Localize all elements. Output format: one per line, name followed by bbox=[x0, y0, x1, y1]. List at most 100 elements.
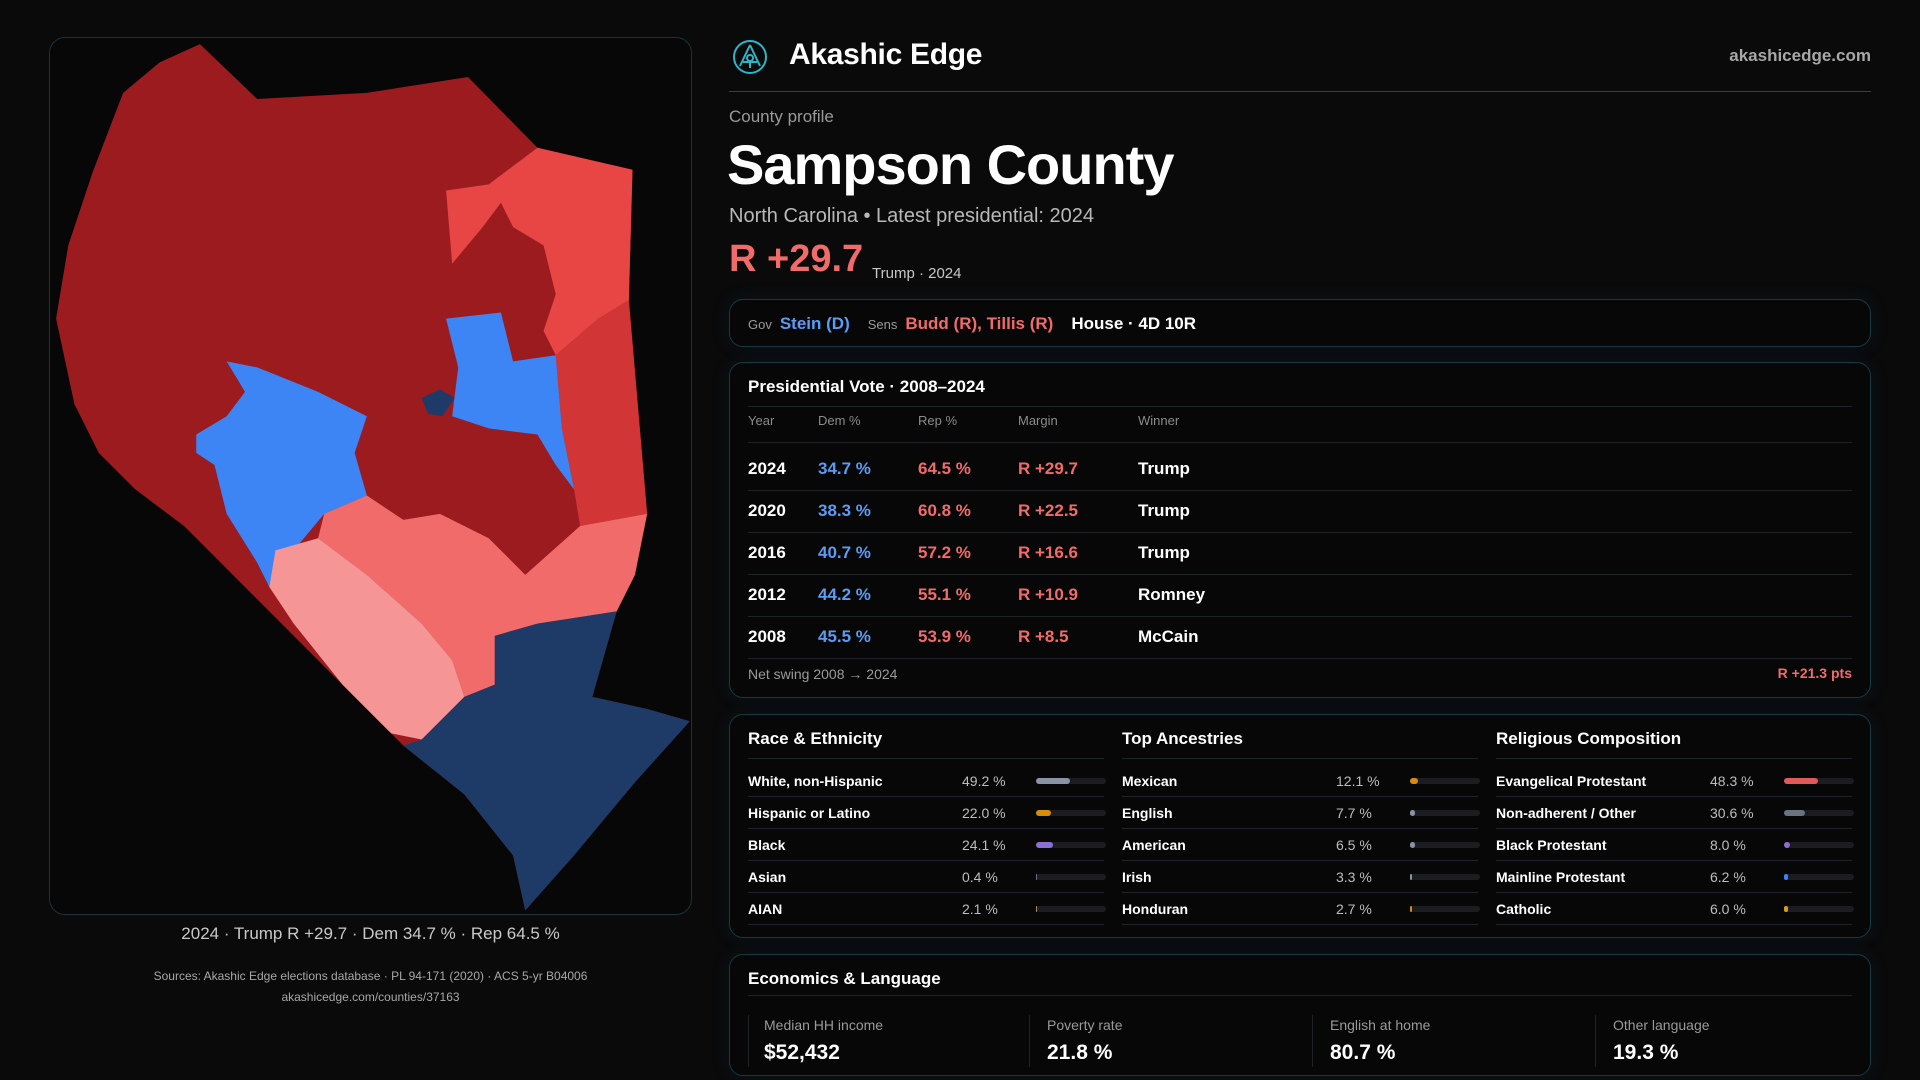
presidential-vote-card: Presidential Vote · 2008–2024 Year Dem % R… bbox=[729, 362, 1871, 698]
precinct-safe-d[interactable] bbox=[403, 611, 690, 911]
row-divider bbox=[1496, 924, 1852, 925]
site-link[interactable]: akashicedge.com bbox=[1729, 46, 1871, 65]
table-row[interactable]: 2008 45.5 % 53.9 % R +8.5 McCain bbox=[730, 617, 1870, 659]
table-row[interactable]: 2024 34.7 % 64.5 % R +29.7 Trump bbox=[730, 449, 1870, 491]
demographic-pct: 6.5 % bbox=[1336, 837, 1372, 853]
row-divider bbox=[1496, 892, 1852, 893]
sources-text: Sources: Akashic Edge elections database… bbox=[153, 969, 588, 983]
demographic-row: Black 24.1 % bbox=[748, 829, 1106, 861]
bar-fill bbox=[1784, 906, 1789, 912]
bar-fill bbox=[1784, 810, 1806, 816]
dem-pct-cell: 34.7 % bbox=[818, 459, 871, 478]
bar-fill bbox=[1410, 842, 1415, 848]
row-divider bbox=[1122, 892, 1478, 893]
demographic-row: Mexican 12.1 % bbox=[1122, 765, 1480, 797]
demographic-label: Evangelical Protestant bbox=[1496, 773, 1647, 789]
precinct-dem-east[interactable] bbox=[446, 312, 575, 490]
rep-pct-cell: 60.8 % bbox=[918, 501, 971, 520]
row-divider bbox=[748, 658, 1852, 659]
demographic-pct: 3.3 % bbox=[1336, 869, 1372, 885]
latest-margin-winner: Trump · 2024 bbox=[872, 265, 962, 282]
margin-cell: R +8.5 bbox=[1018, 627, 1069, 646]
stat-label: English at home bbox=[1330, 1017, 1431, 1033]
rep-pct-cell: 55.1 % bbox=[918, 585, 971, 604]
permalink[interactable]: akashicedge.com/counties/37163 bbox=[281, 990, 460, 1004]
year-cell: 2020 bbox=[748, 501, 786, 520]
winner-cell: McCain bbox=[1138, 627, 1199, 646]
row-divider bbox=[1122, 828, 1478, 829]
bar-fill bbox=[1784, 874, 1789, 880]
row-divider bbox=[748, 574, 1852, 575]
winner-cell: Trump bbox=[1138, 543, 1190, 562]
row-divider bbox=[748, 490, 1852, 491]
bar-track bbox=[1036, 906, 1106, 912]
demographic-label: AIAN bbox=[748, 901, 783, 917]
divider bbox=[748, 406, 1852, 407]
divider bbox=[1122, 758, 1478, 759]
section-title: Religious Composition bbox=[1496, 729, 1682, 748]
demographic-row: Mainline Protestant 6.2 % bbox=[1496, 861, 1854, 893]
demographic-label: Mainline Protestant bbox=[1496, 869, 1626, 885]
demographic-pct: 7.7 % bbox=[1336, 805, 1372, 821]
bar-fill bbox=[1036, 842, 1053, 848]
precinct-lean-r[interactable] bbox=[555, 300, 648, 527]
precinct-likely-r[interactable] bbox=[446, 147, 633, 356]
governor: Stein (D) bbox=[779, 314, 850, 333]
eyebrow: County profile bbox=[729, 107, 834, 126]
year-cell: 2012 bbox=[748, 585, 786, 604]
demographic-pct: 49.2 % bbox=[962, 773, 1006, 789]
demographic-row: Hispanic or Latino 22.0 % bbox=[748, 797, 1106, 829]
demographic-row: White, non-Hispanic 49.2 % bbox=[748, 765, 1106, 797]
bar-fill bbox=[1410, 810, 1416, 816]
precinct-tilt-r[interactable] bbox=[318, 495, 648, 697]
section-title: Top Ancestries bbox=[1122, 729, 1243, 748]
header-divider bbox=[729, 91, 1871, 92]
precinct-toss-r[interactable] bbox=[269, 538, 465, 740]
rep-pct-cell: 57.2 % bbox=[918, 543, 971, 562]
winner-cell: Romney bbox=[1138, 585, 1206, 604]
bar-fill bbox=[1410, 778, 1419, 784]
divider bbox=[1496, 758, 1852, 759]
bar-fill bbox=[1410, 874, 1413, 880]
demographic-row: English 7.7 % bbox=[1122, 797, 1480, 829]
dem-pct-cell: 40.7 % bbox=[818, 543, 871, 562]
bar-fill bbox=[1784, 842, 1790, 848]
senators: Budd (R), Tillis (R) bbox=[905, 314, 1054, 333]
stat-label: Median HH income bbox=[764, 1017, 884, 1033]
bar-track bbox=[1410, 842, 1480, 848]
demographic-pct: 0.4 % bbox=[962, 869, 998, 885]
margin-cell: R +22.5 bbox=[1018, 501, 1079, 520]
page-title: Sampson County bbox=[727, 133, 1174, 196]
demographics-card: Race & Ethnicity White, non-Hispanic 49.2 … bbox=[729, 714, 1871, 938]
bar-track bbox=[1784, 906, 1854, 912]
county-map[interactable] bbox=[49, 37, 692, 915]
divider bbox=[748, 758, 1104, 759]
precinct-dem-west[interactable] bbox=[196, 361, 367, 588]
divider bbox=[748, 995, 1852, 996]
column-header: Dem % bbox=[818, 413, 861, 428]
precinct-small-d[interactable] bbox=[421, 389, 455, 417]
stat-value: 80.7 % bbox=[1330, 1041, 1396, 1064]
row-divider bbox=[748, 860, 1104, 861]
year-cell: 2008 bbox=[748, 627, 786, 646]
bar-fill bbox=[1036, 906, 1038, 912]
bar-fill bbox=[1036, 874, 1038, 880]
column-header: Margin bbox=[1018, 413, 1058, 428]
akashic-logo-icon bbox=[731, 38, 769, 76]
demographic-row: Irish 3.3 % bbox=[1122, 861, 1480, 893]
dem-pct-cell: 44.2 % bbox=[818, 585, 871, 604]
bar-fill bbox=[1784, 778, 1818, 784]
demographic-pct: 8.0 % bbox=[1710, 837, 1746, 853]
demographic-row: Honduran 2.7 % bbox=[1122, 893, 1480, 925]
table-row[interactable]: 2016 40.7 % 57.2 % R +16.6 Trump bbox=[730, 533, 1870, 575]
demographic-pct: 2.1 % bbox=[962, 901, 998, 917]
table-row[interactable]: 2012 44.2 % 55.1 % R +10.9 Romney bbox=[730, 575, 1870, 617]
bar-fill bbox=[1036, 810, 1052, 816]
sources: Sources: Akashic Edge elections database… bbox=[49, 966, 692, 1008]
economics-card: Economics & Language Median HH income $52… bbox=[729, 954, 1871, 1076]
table-row[interactable]: 2020 38.3 % 60.8 % R +22.5 Trump bbox=[730, 491, 1870, 533]
precinct-map[interactable] bbox=[50, 38, 691, 914]
bar-fill bbox=[1036, 778, 1071, 784]
demographic-row: Non-adherent / Other 30.6 % bbox=[1496, 797, 1854, 829]
net-swing-label: Net swing 2008 → 2024 bbox=[748, 666, 898, 682]
